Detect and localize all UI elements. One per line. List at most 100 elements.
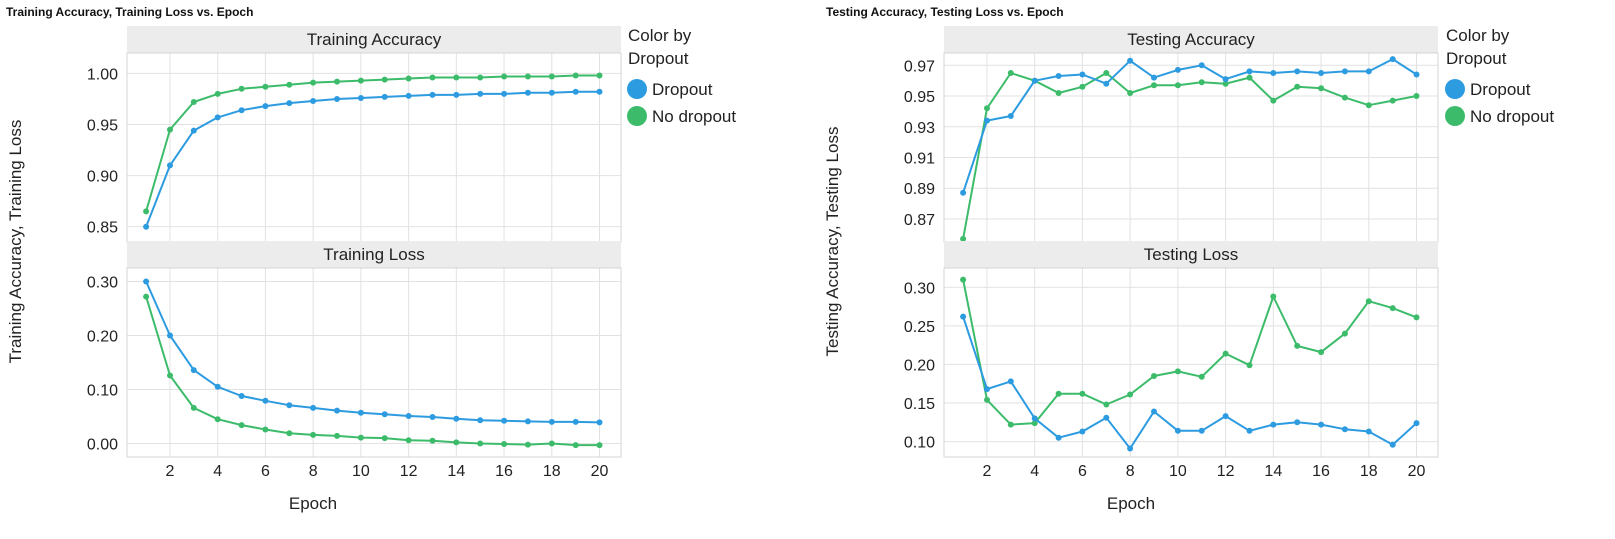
y-tick-label: 0.90	[87, 169, 118, 186]
x-axis-title: Epoch	[289, 494, 337, 513]
y-tick-label: 1.00	[87, 66, 118, 83]
data-point-dropout	[984, 117, 990, 124]
data-point-no-dropout	[1151, 373, 1157, 379]
data-point-dropout	[524, 89, 531, 96]
data-point-no-dropout	[1055, 390, 1062, 397]
data-point-no-dropout	[1318, 349, 1325, 356]
data-point-dropout	[262, 397, 269, 404]
data-point-dropout	[1341, 426, 1348, 433]
data-point-no-dropout	[334, 78, 340, 85]
data-point-no-dropout	[1318, 85, 1325, 92]
data-point-dropout	[357, 409, 364, 416]
data-point-dropout	[143, 278, 150, 285]
data-point-no-dropout	[310, 79, 317, 86]
pane-title: Training Loss	[323, 245, 424, 264]
data-point-dropout	[1007, 113, 1014, 119]
data-point-no-dropout	[548, 73, 555, 80]
data-point-no-dropout	[1341, 94, 1348, 101]
data-point-dropout	[238, 393, 245, 399]
x-tick-label: 8	[1126, 463, 1135, 480]
data-point-no-dropout	[1341, 330, 1348, 337]
y-tick-label: 0.85	[87, 220, 118, 237]
data-point-no-dropout	[1127, 391, 1134, 398]
data-point-dropout	[1413, 71, 1420, 78]
data-point-no-dropout	[984, 396, 990, 403]
x-tick-label: 2	[983, 463, 992, 480]
legend-title-line: Color by	[1446, 26, 1510, 45]
pane-testing-loss: Testing Loss 0.10 0.15 0.20 0.25 0.30	[904, 241, 1439, 458]
pane-title: Testing Accuracy	[1127, 30, 1255, 49]
data-point-dropout	[1055, 434, 1062, 441]
data-point-dropout	[1246, 68, 1253, 75]
data-point-dropout	[334, 96, 340, 102]
data-point-no-dropout	[1246, 74, 1253, 81]
data-point-no-dropout	[381, 76, 388, 83]
data-point-dropout	[381, 411, 388, 418]
data-point-dropout	[596, 419, 603, 426]
data-point-dropout	[1389, 441, 1396, 448]
data-point-dropout	[190, 127, 197, 134]
data-point-no-dropout	[1294, 83, 1301, 90]
data-point-dropout	[1318, 70, 1325, 76]
x-tick-label: 16	[1312, 463, 1330, 480]
chart-training: Training Accuracy, Training Loss vs. Epo…	[6, 5, 736, 513]
data-point-dropout	[334, 407, 340, 414]
pane-border	[126, 267, 622, 458]
y-tick-label: 0.89	[904, 181, 935, 198]
data-point-dropout	[960, 313, 967, 320]
data-point-dropout	[572, 418, 579, 425]
data-point-dropout	[238, 107, 245, 114]
x-tick-label: 20	[591, 463, 609, 480]
data-point-no-dropout	[1413, 93, 1420, 99]
data-point-no-dropout	[572, 72, 579, 79]
data-point-no-dropout	[405, 75, 412, 82]
legend-swatch-no-dropout	[627, 106, 647, 126]
data-point-dropout	[310, 98, 317, 104]
data-point-no-dropout	[1365, 298, 1372, 305]
pane-header	[127, 26, 621, 53]
data-point-no-dropout	[286, 81, 293, 88]
y-tick-label: 0.93	[904, 120, 935, 137]
data-point-no-dropout	[524, 441, 531, 448]
legend-swatch-dropout	[1445, 79, 1465, 99]
data-point-dropout	[1151, 74, 1157, 81]
pane-border	[943, 52, 1439, 243]
data-point-dropout	[167, 162, 173, 169]
x-tick-label: 14	[1264, 463, 1282, 480]
data-point-no-dropout	[1007, 70, 1014, 76]
data-point-dropout	[1365, 428, 1372, 435]
series-line-no-dropout	[962, 72, 1417, 240]
data-point-no-dropout	[1246, 362, 1253, 369]
data-point-no-dropout	[524, 73, 531, 80]
data-point-dropout	[1031, 77, 1038, 84]
data-point-dropout	[984, 386, 990, 393]
legend-label-no-dropout: No dropout	[652, 107, 736, 126]
x-tick-label: 6	[1078, 463, 1087, 480]
x-tick-label: 16	[495, 463, 513, 480]
data-point-no-dropout	[1270, 293, 1277, 300]
data-point-dropout	[1198, 62, 1205, 69]
data-point-no-dropout	[214, 416, 221, 423]
data-point-dropout	[429, 414, 436, 420]
x-tick-label: 10	[1169, 463, 1187, 480]
chart-testing: Testing Accuracy, Testing Loss vs. Epoch…	[823, 5, 1554, 513]
y-tick-label: 0.95	[904, 89, 935, 106]
data-point-no-dropout	[1389, 97, 1396, 104]
data-point-dropout	[1246, 427, 1253, 434]
data-point-no-dropout	[453, 439, 460, 446]
series-line-dropout	[145, 281, 600, 424]
data-point-no-dropout	[381, 435, 388, 442]
y-tick-label: 0.97	[904, 58, 935, 75]
data-point-no-dropout	[477, 440, 484, 447]
pane-border	[126, 52, 622, 243]
data-point-no-dropout	[429, 74, 436, 81]
data-point-dropout	[1270, 70, 1277, 76]
data-point-dropout	[548, 89, 555, 96]
data-point-no-dropout	[572, 442, 579, 449]
pane-testing-accuracy: Testing Accuracy 0.87 0.89 0.91 0.93 0.95 0.97	[904, 26, 1439, 243]
data-point-no-dropout	[1151, 82, 1157, 89]
y-tick-label: 0.15	[904, 396, 935, 413]
legend-label-dropout: Dropout	[1470, 80, 1531, 99]
x-tick-label: 20	[1408, 463, 1426, 480]
pane-border	[943, 267, 1439, 458]
